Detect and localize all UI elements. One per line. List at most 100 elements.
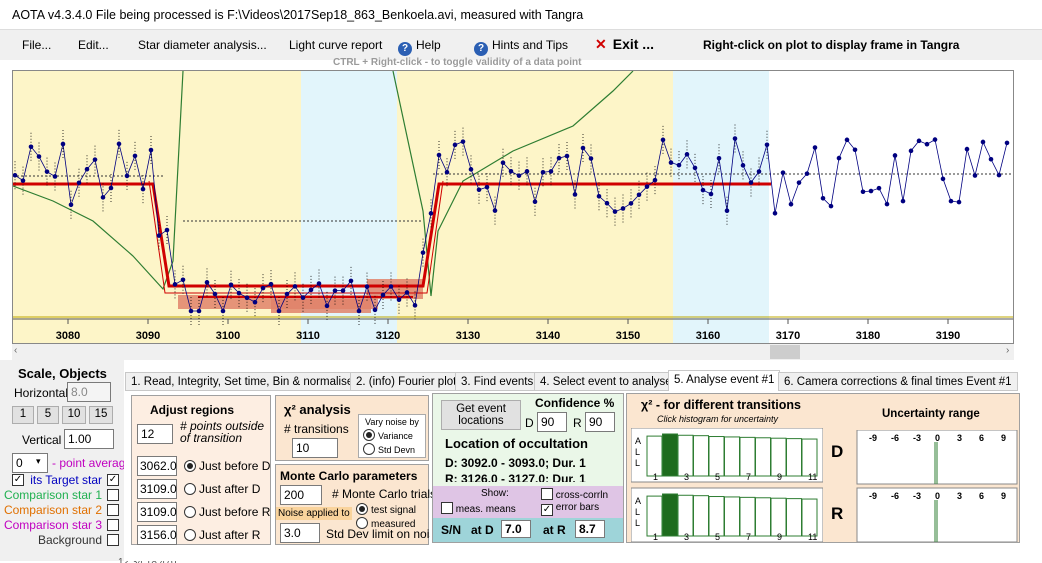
data-point[interactable] (916, 138, 922, 144)
data-point[interactable] (44, 169, 50, 174)
data-point[interactable] (516, 173, 522, 178)
horizontal-scrollbar[interactable]: ‹ › (12, 344, 1016, 360)
data-point[interactable] (476, 187, 482, 193)
histogram-bar[interactable] (677, 494, 694, 537)
checkbox-icon[interactable] (107, 504, 119, 516)
data-point[interactable] (452, 142, 458, 148)
scroll-left-icon[interactable]: ‹ (14, 345, 18, 356)
histogram-bar[interactable] (708, 496, 725, 537)
data-point[interactable] (212, 291, 218, 297)
data-point[interactable] (52, 174, 58, 179)
data-point[interactable] (260, 285, 266, 291)
histogram-bar[interactable] (724, 436, 740, 477)
data-point[interactable] (556, 155, 562, 161)
data-point[interactable] (492, 208, 498, 213)
test-signal-radio[interactable]: test signal (356, 503, 416, 516)
data-point[interactable] (948, 198, 954, 204)
data-point[interactable] (884, 201, 890, 207)
histogram-bar[interactable] (770, 437, 787, 477)
data-point[interactable] (308, 287, 314, 293)
data-point[interactable] (156, 233, 162, 238)
tab-find-events[interactable]: 3. Find events (455, 372, 540, 391)
data-point[interactable] (348, 278, 354, 284)
region-radio[interactable]: Just before R (184, 505, 270, 519)
data-point[interactable] (444, 169, 450, 175)
data-point[interactable] (572, 192, 578, 197)
data-point[interactable] (1004, 140, 1010, 146)
light-curve-plot[interactable]: 3080 3090 3100 3110 3120 3130 3140 3150 3160 3170… (12, 70, 1014, 344)
data-point[interactable] (364, 284, 370, 289)
data-point[interactable] (956, 199, 962, 205)
data-point[interactable] (324, 303, 330, 309)
data-point[interactable] (460, 139, 466, 144)
data-point[interactable] (244, 295, 250, 301)
data-point[interactable] (220, 308, 226, 314)
data-point[interactable] (604, 200, 610, 206)
checkbox-icon[interactable] (107, 519, 119, 531)
data-point[interactable] (236, 290, 242, 296)
horizontal-scale-input[interactable]: 8.0 (67, 382, 111, 402)
tab-read-integrity[interactable]: 1. Read, Integrity, Set time, Bin & norm… (125, 372, 360, 391)
menu-star-diameter[interactable]: Star diameter analysis... (138, 38, 267, 52)
region-value-input[interactable]: 3156.0 (137, 525, 177, 545)
data-point[interactable] (468, 167, 474, 172)
cross-corrln-checkbox[interactable]: cross-corrln (541, 488, 608, 501)
data-point[interactable] (132, 153, 138, 159)
data-points[interactable] (13, 124, 1010, 325)
data-point[interactable] (76, 180, 82, 186)
data-point[interactable] (844, 137, 850, 143)
transitions-input[interactable]: 10 (292, 438, 338, 458)
variance-radio[interactable]: Variance (363, 429, 413, 441)
data-point[interactable] (508, 169, 514, 174)
data-point[interactable] (116, 141, 122, 147)
data-point[interactable] (620, 206, 626, 211)
region-radio[interactable]: Just after D (184, 482, 260, 496)
data-point[interactable] (372, 307, 378, 313)
data-point[interactable] (108, 185, 114, 191)
data-point[interactable] (124, 173, 130, 179)
data-point[interactable] (68, 202, 74, 208)
stddev-limit-input[interactable]: 3.0 (280, 523, 320, 543)
data-point[interactable] (940, 176, 946, 182)
region-value-input[interactable]: 3109.0 (137, 479, 177, 499)
data-point[interactable] (172, 282, 178, 287)
data-point[interactable] (420, 250, 426, 255)
data-point[interactable] (428, 211, 434, 216)
data-point[interactable] (92, 157, 98, 162)
data-point[interactable] (13, 172, 18, 178)
data-point[interactable] (868, 188, 874, 194)
points-outside-input[interactable]: 12 (137, 424, 173, 444)
data-point[interactable] (628, 201, 634, 206)
data-point[interactable] (596, 193, 602, 199)
data-point[interactable] (388, 284, 394, 289)
data-point[interactable] (932, 137, 938, 142)
histogram-bar[interactable] (646, 495, 663, 537)
region-value-input[interactable]: 3062.0 (137, 456, 177, 476)
data-point[interactable] (772, 210, 778, 216)
data-point[interactable] (660, 137, 666, 143)
trials-input[interactable]: 200 (280, 485, 322, 505)
data-point[interactable] (268, 281, 274, 287)
histogram-bar[interactable] (755, 497, 771, 537)
get-event-locations-button[interactable]: Get event locations (441, 400, 521, 430)
data-point[interactable] (500, 160, 506, 165)
scale-1-button[interactable]: 1 (12, 406, 34, 424)
data-point[interactable] (692, 165, 698, 171)
data-point[interactable] (996, 172, 1002, 178)
scale-5-button[interactable]: 5 (37, 406, 59, 424)
data-point[interactable] (100, 195, 106, 200)
data-point[interactable] (908, 148, 914, 154)
data-point[interactable] (284, 291, 290, 297)
data-point[interactable] (276, 308, 282, 314)
light-curve-svg[interactable]: 3080 3090 3100 3110 3120 3130 3140 3150 3160 3170… (13, 71, 1014, 344)
data-point[interactable] (964, 146, 970, 152)
data-point[interactable] (612, 209, 618, 214)
data-point[interactable] (292, 284, 298, 289)
data-point[interactable] (300, 295, 306, 300)
data-point[interactable] (84, 166, 90, 172)
data-point[interactable] (796, 180, 802, 185)
vertical-scrollbar[interactable] (1014, 70, 1030, 360)
checkbox-icon[interactable] (107, 534, 119, 546)
data-point[interactable] (164, 227, 170, 233)
